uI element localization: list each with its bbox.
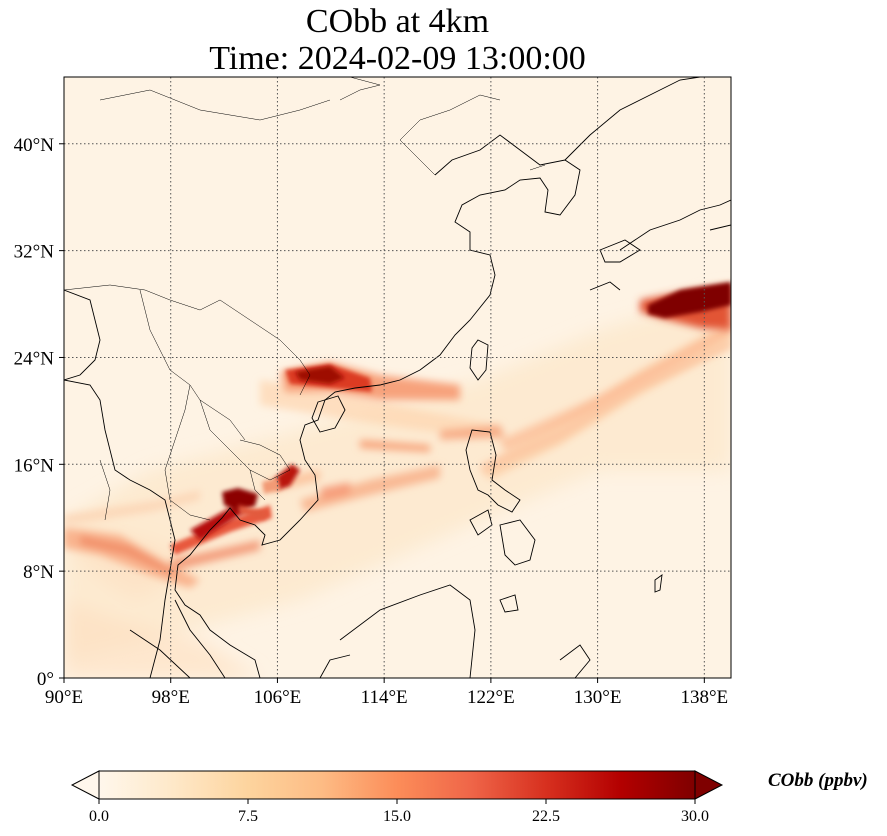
map-title-line2: Time: 2024-02-09 13:00:00: [209, 40, 586, 77]
y-tick-label: 24°N: [14, 348, 55, 369]
colorbar-tick-label: 15.0: [383, 808, 411, 825]
colorbar-gradient: [99, 771, 695, 799]
colorbar-tick-label: 7.5: [238, 808, 258, 825]
map-title-line1: CObb at 4km: [305, 3, 490, 40]
x-tick-label: 90°E: [45, 687, 83, 708]
colorbar-min-extend: [70, 770, 100, 800]
colorbar-ticks: 0.0 7.5 15.0 22.5 30.0: [89, 799, 709, 825]
colorbar-tick-label: 30.0: [681, 808, 709, 825]
latitude-ticks: 0° 8°N 16°N 24°N 32°N 40°N: [14, 135, 64, 690]
bay-of-bengal-plume: [64, 490, 260, 588]
map-gridlines: [64, 77, 731, 678]
philippine-sea-streak: [480, 340, 731, 472]
x-tick-label: 98°E: [152, 687, 190, 708]
x-tick-label: 122°E: [467, 687, 515, 708]
colorbar-title: CObb (ppbv): [768, 770, 868, 791]
south-china-plume: [280, 362, 460, 400]
map-frame: [63, 76, 732, 679]
japan-offshore-plume: [640, 282, 731, 330]
colorbar: 0.0 7.5 15.0 22.5 30.0 CObb (ppbv): [70, 770, 868, 825]
x-tick-label: 106°E: [254, 687, 302, 708]
colorbar-tick-label: 0.0: [89, 808, 109, 825]
y-tick-label: 8°N: [23, 562, 54, 583]
country-borders: [64, 77, 546, 521]
y-tick-label: 16°N: [14, 455, 55, 476]
y-tick-label: 0°: [37, 669, 54, 690]
y-tick-label: 40°N: [14, 135, 55, 156]
concentration-field: [64, 77, 731, 678]
x-tick-label: 138°E: [680, 687, 728, 708]
colorbar-tick-label: 22.5: [532, 808, 560, 825]
y-tick-label: 32°N: [14, 242, 55, 263]
coastlines: [64, 77, 731, 678]
laos-vietnam-plume: [262, 464, 300, 494]
colorbar-max-extend: [694, 770, 724, 800]
longitude-ticks: 90°E 98°E 106°E 114°E 122°E 130°E 138°E: [45, 678, 728, 708]
x-tick-label: 130°E: [574, 687, 622, 708]
x-tick-label: 114°E: [361, 687, 408, 708]
